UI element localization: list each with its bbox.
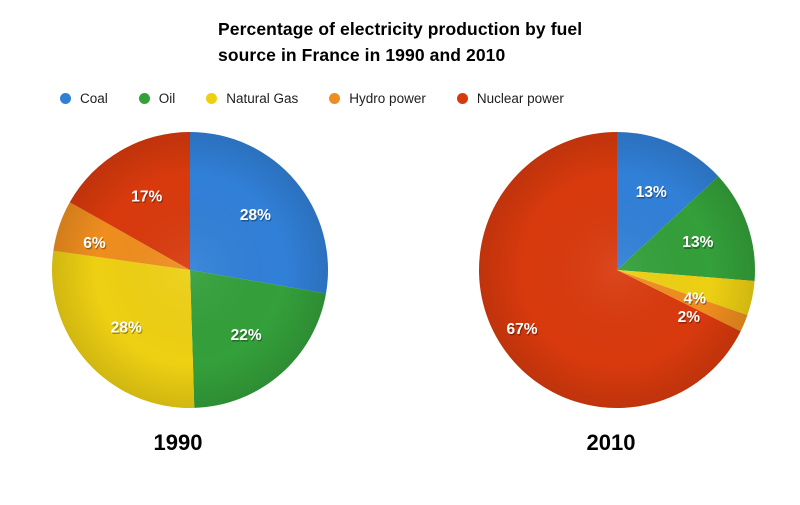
pie-shading-1990 — [52, 132, 328, 408]
slice-label-natural-gas-1990: 28% — [111, 319, 142, 336]
legend-swatch-natural-gas — [206, 93, 218, 104]
slice-label-shadow-natural-gas-2010: 4% — [685, 292, 708, 309]
legend-label-oil: Oil — [158, 91, 176, 106]
slice-label-shadow-hydro-power-1990: 6% — [84, 236, 107, 253]
chart-title-line-2: source in France in 1990 and 2010 — [218, 45, 506, 65]
slice-label-shadow-oil-2010: 13% — [683, 236, 714, 253]
legend-item-natural-gas: Natural Gas — [206, 91, 298, 106]
slice-label-oil-1990: 22% — [231, 327, 262, 344]
legend-item-oil: Oil — [138, 91, 176, 106]
slice-label-natural-gas-2010: 4% — [684, 291, 707, 308]
pie-chart-2010: 13%13%13%13%4%4%2%2%67%67% — [479, 132, 756, 408]
legend-item-hydro-power: Hydro power — [329, 91, 426, 106]
pie-chart-1990: 28%28%22%22%28%28%6%6%17%17% — [52, 132, 329, 408]
slice-label-nuclear-power-2010: 67% — [506, 321, 537, 338]
slice-label-shadow-oil-1990: 22% — [232, 328, 263, 345]
slice-label-nuclear-power-1990: 17% — [131, 188, 162, 205]
year-label-2010: 2010 — [586, 430, 636, 455]
slice-label-coal-1990: 28% — [240, 207, 271, 224]
legend-swatch-oil — [138, 93, 150, 104]
slice-label-shadow-coal-2010: 13% — [637, 185, 668, 202]
legend-swatch-coal — [60, 93, 71, 104]
legend-item-coal: Coal — [60, 91, 108, 106]
chart-title: Percentage of electricity production by … — [218, 16, 582, 68]
legend-label-natural-gas: Natural Gas — [226, 91, 299, 106]
legend-swatch-hydro-power — [329, 93, 341, 104]
legend: Coal Oil Natural Gas Hydro power Nuclear pow… — [60, 91, 564, 106]
legend-item-nuclear-power: Nuclear power — [456, 91, 564, 106]
slice-label-coal-2010: 13% — [636, 184, 667, 201]
slice-label-oil-2010: 13% — [682, 234, 713, 251]
slice-label-hydro-power-2010: 2% — [678, 309, 701, 326]
slice-label-shadow-coal-1990: 28% — [241, 209, 272, 226]
year-label-1990: 1990 — [153, 430, 203, 455]
legend-label-nuclear-power: Nuclear power — [476, 91, 564, 106]
legend-swatch-nuclear-power — [456, 93, 468, 104]
slice-label-shadow-natural-gas-1990: 28% — [112, 321, 143, 338]
legend-label-coal: Coal — [80, 91, 108, 106]
slice-label-hydro-power-1990: 6% — [83, 235, 106, 252]
slice-label-shadow-nuclear-power-2010: 67% — [507, 323, 538, 340]
slice-label-shadow-nuclear-power-1990: 17% — [132, 190, 163, 207]
pie-shading-2010 — [479, 132, 755, 408]
legend-label-hydro-power: Hydro power — [349, 91, 426, 106]
chart-title-line-1: Percentage of electricity production by … — [218, 19, 583, 39]
slice-label-shadow-hydro-power-2010: 2% — [679, 310, 702, 327]
